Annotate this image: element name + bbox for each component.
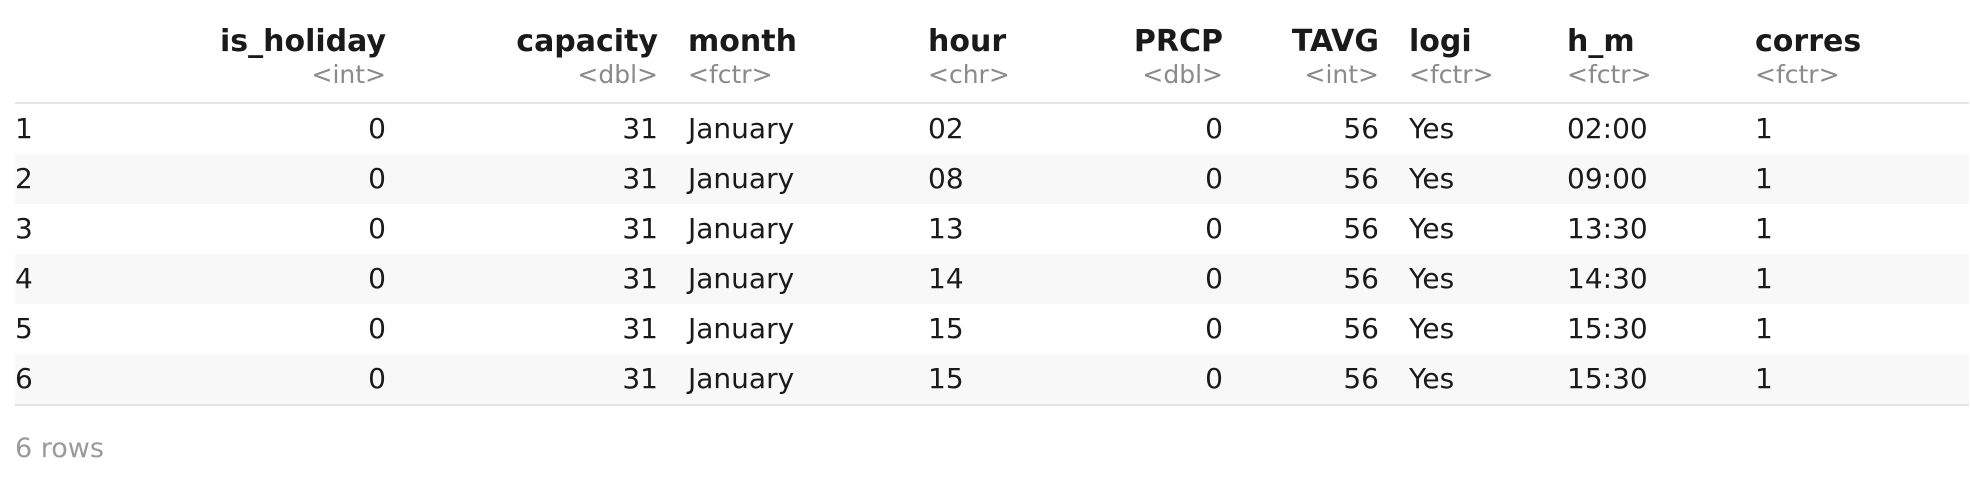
cell-tavg: 56 xyxy=(1343,162,1379,195)
row-index: 1 xyxy=(15,112,33,145)
column-name: is_holiday xyxy=(219,24,386,59)
column-name: corres xyxy=(1755,24,1862,59)
cell-month: January xyxy=(688,162,795,195)
table-row: 3 0 31 January 13 0 56 Yes 13:30 1 xyxy=(15,204,1969,254)
cell-capacity: 31 xyxy=(622,212,658,245)
row-index: 2 xyxy=(15,162,33,195)
cell-prcp: 0 xyxy=(1205,312,1223,345)
column-header-h-m[interactable]: h_m <fctr> xyxy=(1563,24,1751,104)
cell-tavg: 56 xyxy=(1343,212,1379,245)
cell-corres: 1 xyxy=(1751,354,1969,406)
column-header-prcp[interactable]: PRCP <dbl> xyxy=(1114,24,1249,104)
cell-is-holiday: 0 xyxy=(368,312,386,345)
data-frame-table: is_holiday <int> capacity <dbl> month <f… xyxy=(15,24,1969,406)
column-name: h_m xyxy=(1567,24,1635,59)
table-row: 6 0 31 January 15 0 56 Yes 15:30 1 xyxy=(15,354,1969,406)
cell-hour: 13 xyxy=(928,212,964,245)
table-row: 4 0 31 January 14 0 56 Yes 14:30 1 xyxy=(15,254,1969,304)
column-type: <fctr> xyxy=(1567,60,1652,89)
cell-h-m: 13:30 xyxy=(1567,212,1648,245)
row-index-header xyxy=(15,24,185,104)
cell-h-m: 15:30 xyxy=(1563,354,1751,406)
column-name: month xyxy=(688,24,797,59)
row-index: 4 xyxy=(15,262,33,295)
cell-logi: Yes xyxy=(1405,354,1563,406)
cell-corres: 1 xyxy=(1755,312,1773,345)
data-table: is_holiday <int> capacity <dbl> month <f… xyxy=(15,24,1969,406)
cell-capacity: 31 xyxy=(412,354,684,406)
cell-logi: Yes xyxy=(1409,212,1455,245)
cell-prcp: 0 xyxy=(1205,262,1223,295)
cell-hour: 15 xyxy=(928,312,964,345)
cell-hour: 15 xyxy=(924,354,1114,406)
table-row: 1 0 31 January 02 0 56 Yes 02:00 1 xyxy=(15,103,1969,154)
cell-is-holiday: 0 xyxy=(368,262,386,295)
column-header-hour[interactable]: hour <chr> xyxy=(924,24,1114,104)
column-type: <fctr> xyxy=(1409,60,1494,89)
cell-capacity: 31 xyxy=(622,112,658,145)
cell-prcp: 0 xyxy=(1205,162,1223,195)
column-header-logi[interactable]: logi <fctr> xyxy=(1405,24,1563,104)
cell-month: January xyxy=(688,262,795,295)
column-header-is-holiday[interactable]: is_holiday <int> xyxy=(185,24,412,104)
cell-h-m: 15:30 xyxy=(1567,312,1648,345)
cell-month: January xyxy=(688,212,795,245)
column-name: TAVG xyxy=(1291,24,1379,59)
column-type: <int> xyxy=(311,60,387,89)
cell-corres: 1 xyxy=(1755,212,1773,245)
table-row: 5 0 31 January 15 0 56 Yes 15:30 1 xyxy=(15,304,1969,354)
cell-is-holiday: 0 xyxy=(368,162,386,195)
cell-tavg: 56 xyxy=(1343,312,1379,345)
cell-is-holiday: 0 xyxy=(368,212,386,245)
column-type: <fctr> xyxy=(1755,60,1840,89)
table-row: 2 0 31 January 08 0 56 Yes 09:00 1 xyxy=(15,154,1969,204)
cell-logi: Yes xyxy=(1409,162,1455,195)
cell-corres: 1 xyxy=(1755,262,1773,295)
cell-corres: 1 xyxy=(1755,162,1773,195)
column-type: <fctr> xyxy=(688,60,773,89)
column-name: capacity xyxy=(516,24,658,59)
cell-month: January xyxy=(688,312,795,345)
column-type: <dbl> xyxy=(1142,60,1223,89)
cell-hour: 02 xyxy=(928,112,964,145)
cell-tavg: 56 xyxy=(1249,354,1405,406)
cell-corres: 1 xyxy=(1755,112,1773,145)
cell-month: January xyxy=(684,354,924,406)
row-index: 3 xyxy=(15,212,33,245)
column-name: logi xyxy=(1409,24,1472,59)
cell-capacity: 31 xyxy=(622,162,658,195)
cell-prcp: 0 xyxy=(1205,212,1223,245)
cell-prcp: 0 xyxy=(1114,354,1249,406)
column-header-corres[interactable]: corres <fctr> xyxy=(1751,24,1969,104)
cell-logi: Yes xyxy=(1409,112,1455,145)
row-count-label: 6 rows xyxy=(15,433,104,464)
cell-h-m: 09:00 xyxy=(1567,162,1648,195)
cell-hour: 08 xyxy=(928,162,964,195)
cell-hour: 14 xyxy=(928,262,964,295)
cell-tavg: 56 xyxy=(1343,262,1379,295)
cell-tavg: 56 xyxy=(1343,112,1379,145)
column-header-month[interactable]: month <fctr> xyxy=(684,24,924,104)
cell-logi: Yes xyxy=(1409,312,1455,345)
row-index: 6 xyxy=(15,354,185,406)
cell-month: January xyxy=(688,112,795,145)
header-row: is_holiday <int> capacity <dbl> month <f… xyxy=(15,24,1969,104)
column-name: hour xyxy=(928,24,1007,59)
cell-logi: Yes xyxy=(1409,262,1455,295)
row-index: 5 xyxy=(15,312,33,345)
cell-capacity: 31 xyxy=(622,262,658,295)
cell-h-m: 14:30 xyxy=(1567,262,1648,295)
cell-prcp: 0 xyxy=(1205,112,1223,145)
column-header-tavg[interactable]: TAVG <int> xyxy=(1249,24,1405,104)
column-header-capacity[interactable]: capacity <dbl> xyxy=(412,24,684,104)
cell-is-holiday: 0 xyxy=(185,354,412,406)
column-name: PRCP xyxy=(1133,24,1223,59)
column-type: <int> xyxy=(1304,60,1380,89)
column-type: <dbl> xyxy=(577,60,658,89)
cell-capacity: 31 xyxy=(622,312,658,345)
cell-h-m: 02:00 xyxy=(1567,112,1648,145)
cell-is-holiday: 0 xyxy=(368,112,386,145)
column-type: <chr> xyxy=(928,60,1010,89)
